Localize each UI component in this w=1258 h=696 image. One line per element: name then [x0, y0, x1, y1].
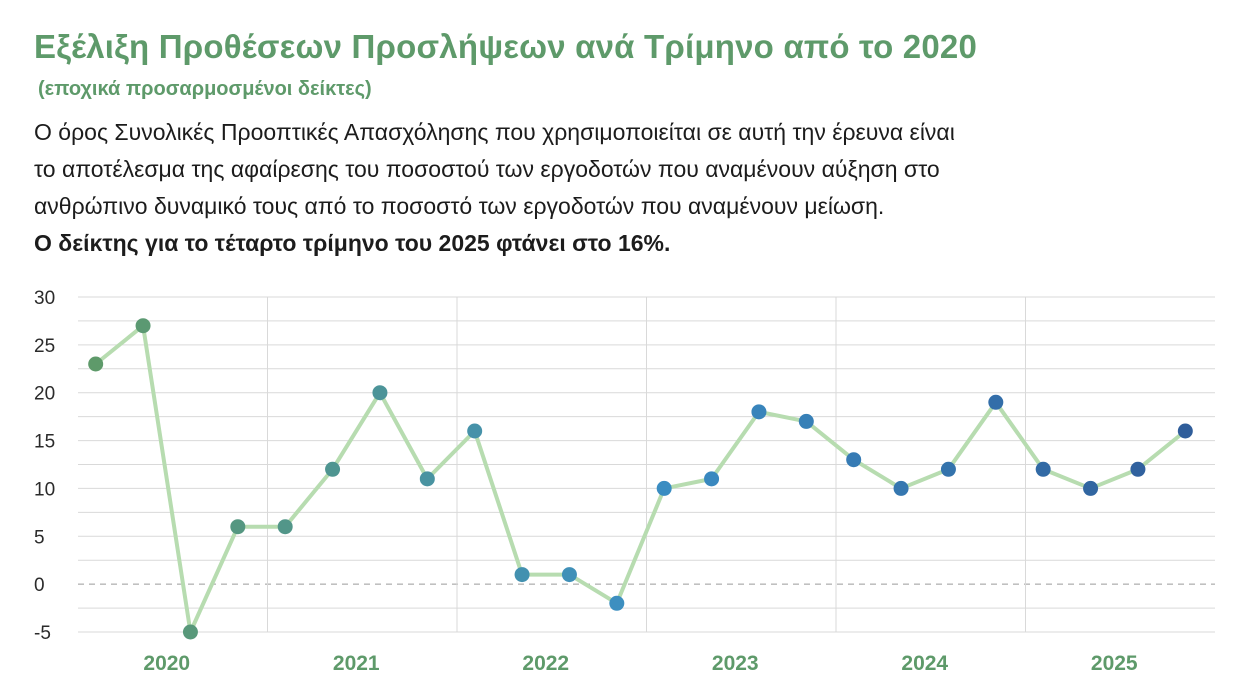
y-tick-label: 20	[34, 384, 55, 405]
data-point	[561, 567, 577, 583]
data-point	[609, 595, 625, 611]
x-tick-label: 2023	[712, 652, 759, 675]
axes: 30 25 20 15 10 5 0 -5 2020 2021 2022 2023 2024 2025	[34, 288, 1138, 675]
data-point	[751, 404, 767, 420]
y-tick-label: 0	[34, 575, 45, 596]
data-point	[1083, 480, 1099, 496]
y-tick-label: 5	[34, 527, 45, 548]
y-tick-label: 25	[34, 336, 55, 357]
data-point	[419, 471, 435, 487]
description-line: το αποτέλεσμα της αφαίρεσης του ποσοστού…	[34, 156, 940, 182]
data-point	[893, 480, 909, 496]
data-point	[1130, 461, 1146, 477]
series-line	[93, 323, 1188, 634]
chart-title: Εξέλιξη Προθέσεων Προσλήψεων ανά Τρίμηνο…	[34, 28, 978, 65]
data-point	[182, 624, 198, 640]
data-point	[656, 480, 672, 496]
x-tick-label: 2021	[333, 652, 380, 675]
data-points	[88, 318, 1193, 640]
x-tick-label: 2025	[1091, 652, 1138, 675]
description-line: Ο όρος Συνολικές Προοπτικές Απασχόλησης …	[34, 119, 955, 145]
data-point	[325, 461, 341, 477]
description-line: ανθρώπινο δυναμικό τους από το ποσοστό τ…	[34, 193, 885, 219]
highlight-text: Ο δείκτης για το τέταρτο τρίμηνο του 202…	[34, 230, 671, 256]
data-point	[704, 471, 720, 487]
y-tick-label: 15	[34, 432, 55, 453]
y-tick-label: -5	[34, 623, 51, 644]
x-tick-label: 2020	[143, 652, 190, 675]
data-point	[514, 567, 530, 583]
grid	[78, 296, 1215, 633]
data-point	[798, 413, 814, 429]
y-tick-label: 30	[34, 288, 55, 309]
y-tick-label: 10	[34, 479, 55, 500]
data-point	[988, 394, 1004, 410]
data-point	[135, 318, 151, 334]
chart-subtitle: (εποχικά προσαρμοσμένοι δείκτες)	[38, 78, 372, 100]
data-point	[230, 519, 246, 535]
x-tick-label: 2022	[522, 652, 569, 675]
series-polyline	[93, 323, 1188, 634]
data-point	[1035, 461, 1051, 477]
data-point	[88, 356, 104, 372]
x-tick-label: 2024	[901, 652, 948, 675]
data-point	[467, 423, 483, 439]
data-point	[940, 461, 956, 477]
data-point	[846, 452, 862, 468]
data-point	[1177, 423, 1193, 439]
description: Ο όρος Συνολικές Προοπτικές Απασχόλησης …	[34, 114, 1224, 262]
data-point	[277, 519, 293, 535]
data-point	[372, 385, 388, 401]
